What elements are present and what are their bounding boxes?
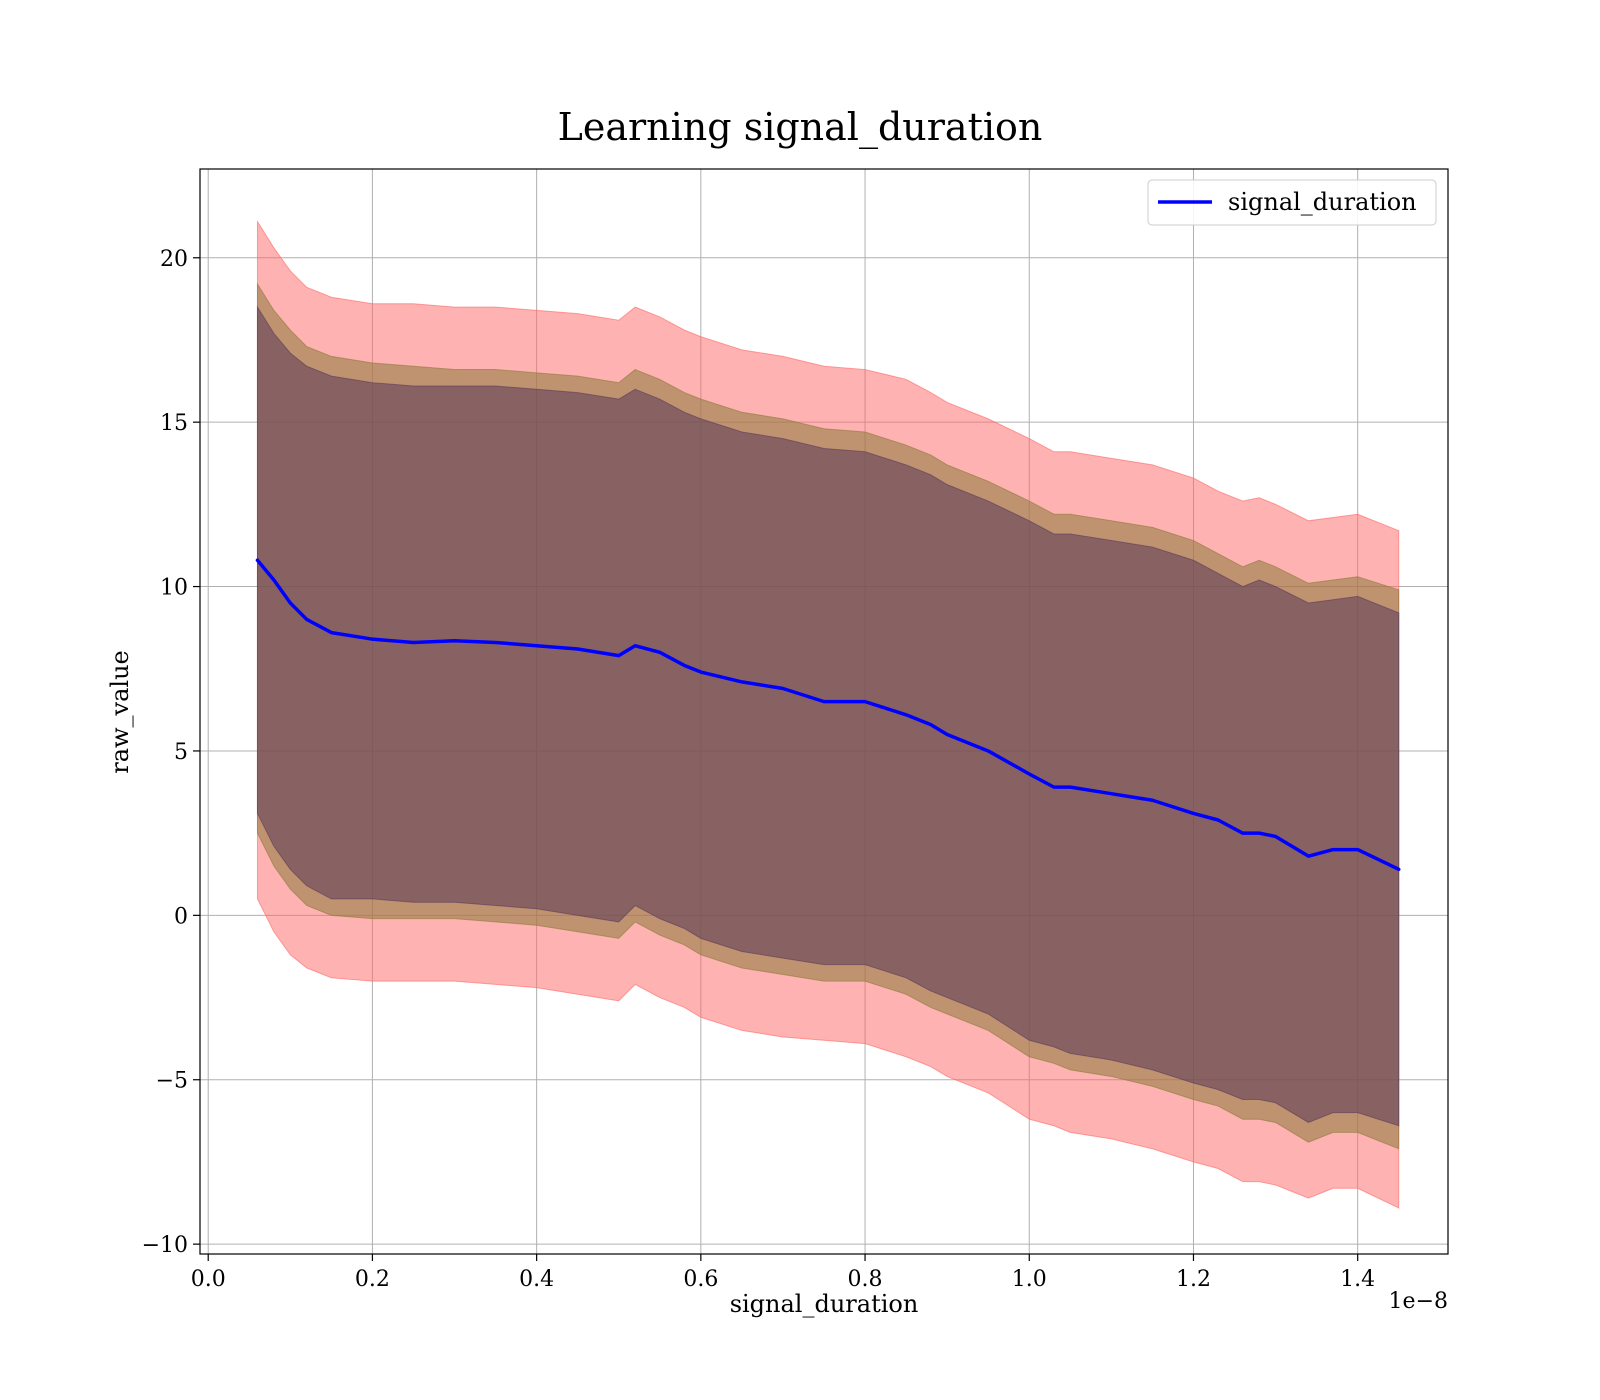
series-lines (255, 558, 1401, 872)
plot-frame (199, 168, 1449, 1255)
y-tick-label: 15 (160, 411, 188, 436)
x-tick-label: 0.4 (519, 1267, 554, 1292)
legend-box (1147, 179, 1437, 226)
x-tick-label: 1.0 (1012, 1267, 1047, 1292)
y-tick-label: 10 (160, 576, 188, 601)
x-tick-label: 0.6 (683, 1267, 718, 1292)
y-axis-label: raw_value (106, 650, 134, 774)
x-tick-label: 0.0 (191, 1267, 226, 1292)
x-tick-label: 0.8 (848, 1267, 883, 1292)
x-axis-offset-label: 1e−8 (1389, 1289, 1448, 1314)
legend-label-signal-duration: signal_duration (1228, 188, 1417, 216)
series-line-signal-duration (255, 558, 1401, 872)
confidence-bands (256, 219, 1400, 1209)
y-tick-label: −5 (156, 1069, 188, 1094)
x-axis-ticks: 0.0 0.2 0.4 0.6 0.8 1.0 1.2 1.4 (191, 1254, 1375, 1292)
x-axis-label: signal_duration (730, 1290, 919, 1318)
y-tick-label: 20 (160, 247, 188, 272)
chart-title: Learning signal_duration (558, 105, 1043, 150)
legend: signal_duration (1147, 179, 1437, 226)
y-tick-label: 5 (174, 740, 188, 765)
x-tick-label: 1.2 (1176, 1267, 1211, 1292)
confidence-band-3 (256, 305, 1400, 1127)
y-tick-label: 0 (174, 904, 188, 929)
x-tick-label: 1.4 (1340, 1267, 1375, 1292)
y-axis-ticks: −10 −5 0 5 10 15 20 (142, 247, 200, 1258)
y-tick-label: −10 (142, 1233, 188, 1258)
x-tick-label: 0.2 (355, 1267, 390, 1292)
